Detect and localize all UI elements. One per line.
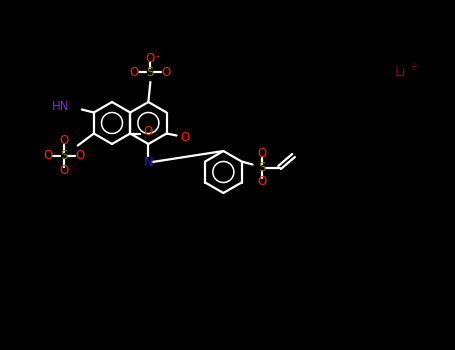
Text: Li: Li (394, 65, 406, 79)
Text: N: N (143, 155, 153, 168)
Text: O: O (130, 65, 139, 78)
Text: O: O (59, 134, 68, 147)
Text: O: O (144, 125, 153, 138)
Text: O: O (180, 131, 189, 144)
Text: O: O (59, 164, 68, 177)
Text: -: - (156, 51, 159, 61)
Text: HN: HN (52, 100, 70, 113)
Text: O: O (257, 147, 266, 160)
Text: O: O (75, 149, 85, 162)
Text: S: S (147, 65, 154, 78)
Text: +: + (409, 62, 417, 72)
Text: O: O (257, 175, 266, 188)
Text: O: O (146, 51, 155, 64)
Text: S: S (258, 161, 265, 174)
Text: S: S (60, 149, 67, 162)
Text: O: O (43, 149, 52, 162)
Text: O: O (162, 65, 171, 78)
